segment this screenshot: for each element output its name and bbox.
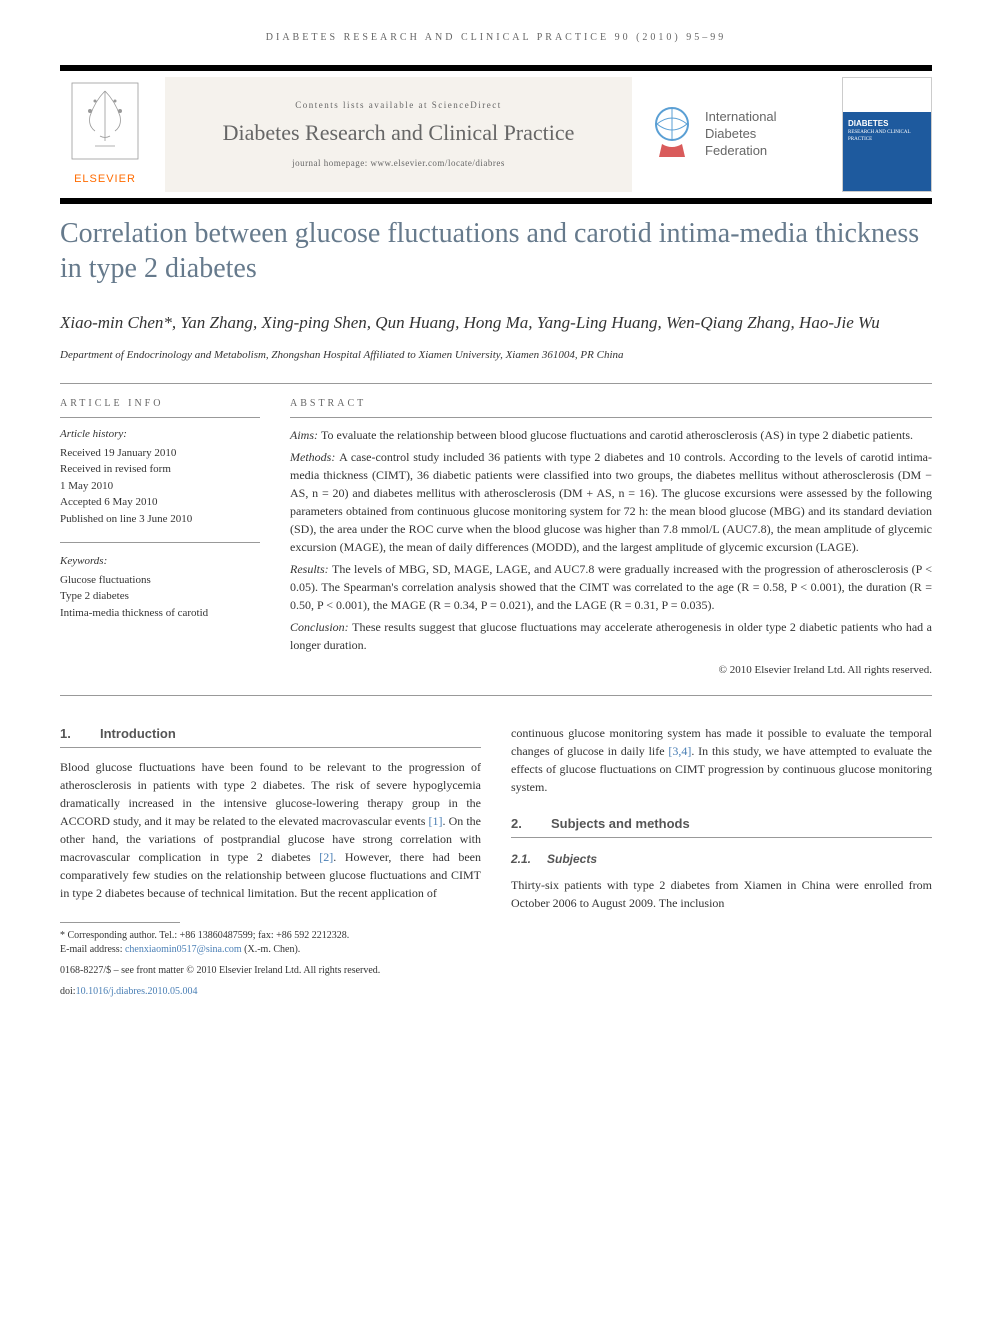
masthead: ELSEVIER Contents lists available at Sci… bbox=[60, 65, 932, 192]
federation-box: International Diabetes Federation bbox=[647, 77, 827, 192]
issn-line: 0168-8227/$ – see front matter © 2010 El… bbox=[60, 963, 481, 978]
corresponding-author: * Corresponding author. Tel.: +86 138604… bbox=[60, 929, 481, 943]
citation-link[interactable]: [1] bbox=[429, 814, 443, 828]
idf-logo-icon bbox=[647, 102, 697, 168]
left-column: 1.Introduction Blood glucose fluctuation… bbox=[60, 724, 481, 1000]
authors: Xiao-min Chen*, Yan Zhang, Xing-ping She… bbox=[60, 311, 932, 335]
citation-link[interactable]: [2] bbox=[319, 850, 333, 864]
section-2-heading: 2.Subjects and methods bbox=[511, 814, 932, 839]
right-column: continuous glucose monitoring system has… bbox=[511, 724, 932, 1000]
abstract-column: ABSTRACT Aims: To evaluate the relations… bbox=[290, 396, 932, 679]
section-1-heading: 1.Introduction bbox=[60, 724, 481, 749]
keywords: Keywords: Glucose fluctuations Type 2 di… bbox=[60, 553, 260, 621]
running-header: DIABETES RESEARCH AND CLINICAL PRACTICE … bbox=[60, 30, 932, 45]
article-title: Correlation between glucose fluctuations… bbox=[60, 216, 932, 286]
citation-link[interactable]: [3,4] bbox=[668, 744, 691, 758]
section-2-1-heading: 2.1.Subjects bbox=[511, 850, 932, 868]
journal-cover-thumbnail bbox=[842, 77, 932, 192]
journal-homepage[interactable]: journal homepage: www.elsevier.com/locat… bbox=[180, 157, 617, 171]
article-info-column: ARTICLE INFO Article history: Received 1… bbox=[60, 396, 260, 679]
journal-box: Contents lists available at ScienceDirec… bbox=[165, 77, 632, 192]
doi-line: doi:10.1016/j.diabres.2010.05.004 bbox=[60, 984, 481, 999]
divider bbox=[60, 542, 260, 543]
abstract-conclusion: Conclusion: These results suggest that g… bbox=[290, 618, 932, 654]
elsevier-tree-icon bbox=[70, 81, 140, 171]
copyright: © 2010 Elsevier Ireland Ltd. All rights … bbox=[290, 662, 932, 679]
article-info-heading: ARTICLE INFO bbox=[60, 396, 260, 418]
abstract-methods: Methods: A case-control study included 3… bbox=[290, 448, 932, 556]
contents-line: Contents lists available at ScienceDirec… bbox=[180, 99, 617, 113]
intro-paragraph: Blood glucose fluctuations have been fou… bbox=[60, 758, 481, 902]
subjects-paragraph: Thirty-six patients with type 2 diabetes… bbox=[511, 876, 932, 912]
email-line: E-mail address: chenxiaomin0517@sina.com… bbox=[60, 943, 481, 957]
publisher-name: ELSEVIER bbox=[74, 171, 136, 188]
footnote-rule bbox=[60, 922, 180, 923]
article-history: Article history: Received 19 January 201… bbox=[60, 426, 260, 527]
journal-name: Diabetes Research and Clinical Practice bbox=[180, 120, 617, 146]
affiliation: Department of Endocrinology and Metaboli… bbox=[60, 347, 932, 364]
federation-name: International Diabetes Federation bbox=[705, 109, 777, 160]
publisher-logo: ELSEVIER bbox=[60, 77, 150, 192]
abstract-results: Results: The levels of MBG, SD, MAGE, LA… bbox=[290, 560, 932, 614]
abstract-aims: Aims: To evaluate the relationship betwe… bbox=[290, 426, 932, 444]
doi-link[interactable]: 10.1016/j.diabres.2010.05.004 bbox=[76, 986, 198, 997]
abstract-heading: ABSTRACT bbox=[290, 396, 932, 418]
email-link[interactable]: chenxiaomin0517@sina.com bbox=[125, 944, 242, 955]
intro-continuation: continuous glucose monitoring system has… bbox=[511, 724, 932, 796]
